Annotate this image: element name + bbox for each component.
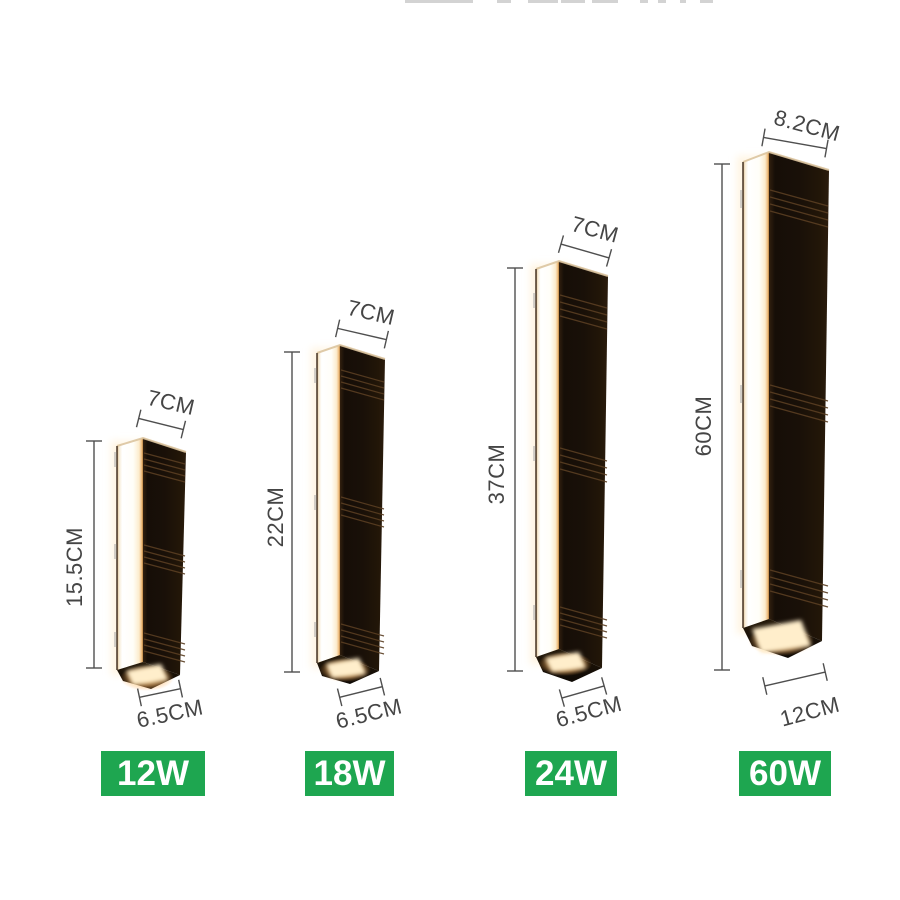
lamp3-height-label: 37CM <box>484 443 509 505</box>
lamp-grooves <box>143 452 186 663</box>
lamp4-width-dimension-line <box>761 128 829 158</box>
lamp2-width-dimension-line <box>334 319 390 349</box>
lamp-edge-notches <box>114 452 117 647</box>
artifact-dash <box>497 0 511 3</box>
artifact-dash <box>680 0 686 3</box>
lamp3-height-dimension-line <box>507 267 523 672</box>
artifact-dash <box>700 0 713 3</box>
lamp-12w-illustration <box>111 436 187 691</box>
dimension-lines <box>86 128 829 707</box>
lamp4-height-label: 60CM <box>691 395 716 457</box>
lamp1-width-dimension-line <box>135 409 187 439</box>
lamp-light-panel <box>117 438 143 670</box>
lamp-grooves <box>340 369 385 655</box>
power-badge-60w: 60W <box>739 751 831 796</box>
lamp-light-panel <box>743 152 769 628</box>
lamp-body <box>769 152 829 641</box>
lamp1-height-dimension-line <box>86 440 102 669</box>
downlight <box>752 620 811 653</box>
artifact-dash <box>561 0 585 3</box>
lamp-top-edge <box>116 436 187 453</box>
power-badge-24w: 24W <box>525 751 617 796</box>
lamp2-height-label: 22CM <box>263 486 288 548</box>
lamp4-depth-dimension-line <box>762 663 828 695</box>
artifact-dash <box>640 0 648 3</box>
lamp-light-panel <box>536 261 559 657</box>
downlight <box>326 658 366 678</box>
artifact-dash <box>405 0 473 3</box>
lamp4-height-dimension-line <box>714 163 730 671</box>
lamp-top-edge <box>742 150 830 171</box>
power-badge-18w: 18W <box>305 751 394 796</box>
lamp2-depth-dimension-line <box>336 677 386 707</box>
lamp-edge-notches <box>740 190 743 588</box>
lamp-grooves <box>769 189 829 608</box>
lamp1-depth-dimension-line <box>136 679 184 707</box>
lamp-24w-illustration <box>530 259 609 682</box>
lamp-18w-illustration <box>311 343 386 684</box>
lamp-edge-notches <box>314 368 317 637</box>
power-badge-12w: 12W <box>101 751 205 796</box>
lamp3-depth-dimension-line <box>558 677 608 707</box>
downlight <box>545 652 586 672</box>
artifact-dash <box>658 0 666 3</box>
lamp2-height-dimension-line <box>284 351 300 673</box>
lamp-edge-notches <box>533 293 536 620</box>
lamp-light-panel <box>317 345 340 663</box>
lamp-60w-illustration <box>737 150 830 658</box>
artifact-dash <box>592 0 618 3</box>
lamp-top-edge <box>535 259 609 277</box>
lamp-body <box>340 345 385 671</box>
lamp-body <box>559 261 608 668</box>
lamp-top-edge <box>316 343 386 360</box>
artifact-dash <box>528 0 558 3</box>
downlight <box>126 664 168 685</box>
lamp-grooves <box>559 294 608 639</box>
lamp3-width-dimension-line <box>557 235 613 267</box>
lamp1-height-label: 15.5CM <box>62 526 87 608</box>
